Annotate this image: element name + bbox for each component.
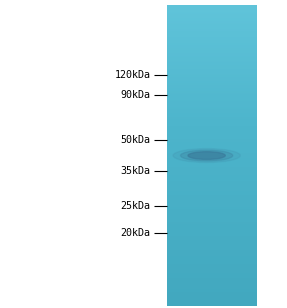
Text: 35kDa: 35kDa [121, 166, 151, 176]
Text: 50kDa: 50kDa [121, 135, 151, 145]
Text: 25kDa: 25kDa [121, 201, 151, 211]
Text: 120kDa: 120kDa [115, 71, 151, 80]
Ellipse shape [188, 152, 225, 159]
Ellipse shape [181, 150, 233, 161]
Ellipse shape [173, 148, 240, 163]
Text: 90kDa: 90kDa [121, 91, 151, 100]
Text: 20kDa: 20kDa [121, 228, 151, 237]
